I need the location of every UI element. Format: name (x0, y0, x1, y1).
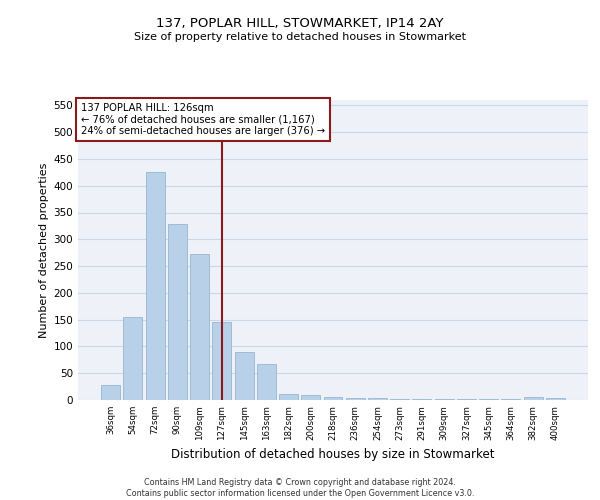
Bar (146, 172, 164, 400)
Bar (235, 352, 254, 400)
Bar (212, 322, 231, 400)
Bar (346, 398, 365, 400)
X-axis label: Distribution of detached houses by size in Stowmarket: Distribution of detached houses by size … (171, 448, 495, 461)
Text: 137, POPLAR HILL, STOWMARKET, IP14 2AY: 137, POPLAR HILL, STOWMARKET, IP14 2AY (156, 18, 444, 30)
Text: 137 POPLAR HILL: 126sqm
← 76% of detached houses are smaller (1,167)
24% of semi: 137 POPLAR HILL: 126sqm ← 76% of detache… (80, 103, 325, 136)
Y-axis label: Number of detached properties: Number of detached properties (39, 162, 49, 338)
Text: Contains HM Land Registry data © Crown copyright and database right 2024.
Contai: Contains HM Land Registry data © Crown c… (126, 478, 474, 498)
Bar (101, 385, 120, 400)
Bar (368, 398, 387, 400)
Bar (168, 224, 187, 400)
Bar (546, 398, 565, 400)
Bar (524, 398, 542, 400)
Bar (279, 394, 298, 400)
Bar (257, 364, 276, 400)
Bar (124, 317, 142, 400)
Bar (190, 254, 209, 400)
Bar (323, 397, 343, 400)
Text: Size of property relative to detached houses in Stowmarket: Size of property relative to detached ho… (134, 32, 466, 42)
Bar (301, 394, 320, 400)
